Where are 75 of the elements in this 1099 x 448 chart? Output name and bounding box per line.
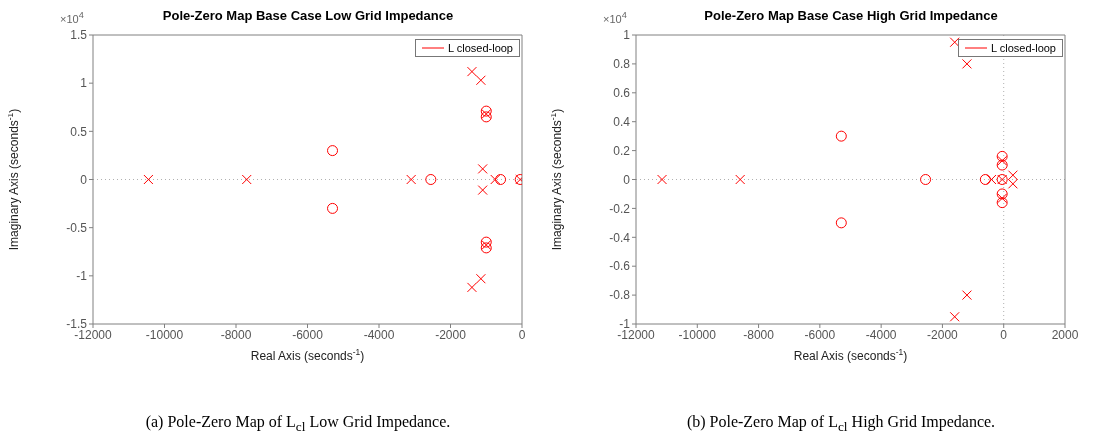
point — [466, 66, 477, 77]
x-tick-label: -10000 — [145, 327, 184, 342]
point — [949, 311, 960, 322]
point — [1007, 178, 1018, 189]
text: ×10$^{4}$ — [603, 10, 627, 25]
point — [406, 174, 417, 185]
point — [466, 282, 477, 293]
y-tick-label: -1 — [76, 269, 88, 284]
x-tick-label: -2000 — [435, 327, 467, 342]
point — [480, 111, 492, 123]
point — [961, 58, 972, 69]
y-tick-label: 0.6 — [613, 86, 631, 101]
point — [475, 273, 486, 284]
legend-label: L closed-loop — [447, 42, 513, 54]
chart-title: Pole-Zero Map Base Case Low Grid Impedance — [162, 8, 454, 23]
text: ×10$^{4}$ — [60, 10, 84, 25]
x-tick-label: 0 — [1000, 327, 1008, 342]
y-tick-label: 0.5 — [70, 124, 88, 139]
y-tick-label: -0.5 — [66, 220, 88, 235]
point — [1007, 170, 1018, 181]
y-tick-label: -0.4 — [609, 230, 631, 245]
point — [327, 202, 339, 214]
text: (b) Pole-Zero Map of L$_{cl}$ High Grid Impedance. — [685, 413, 997, 436]
point — [495, 174, 507, 185]
x-tick-label: -8000 — [743, 327, 775, 342]
y-tick-label: -0.2 — [609, 201, 631, 216]
point — [425, 174, 437, 185]
y-tick-label: 1 — [623, 28, 631, 43]
point — [920, 174, 932, 185]
legend-label: L closed-loop — [990, 42, 1056, 54]
y-tick-label: 0 — [80, 172, 88, 187]
y-tick-label: 0.4 — [613, 114, 631, 129]
point — [143, 174, 154, 185]
y-tick-label: 0.2 — [613, 143, 631, 158]
y-tick-label: 1 — [80, 76, 88, 91]
y-tick-label: 1.5 — [70, 28, 88, 43]
x-tick-label: -12000 — [617, 327, 655, 342]
point — [490, 174, 501, 185]
x-tick-label: -4000 — [363, 327, 395, 342]
y-tick-label: 0 — [623, 172, 631, 187]
point — [979, 174, 991, 185]
point — [996, 150, 1008, 162]
x-tick-label: 0 — [518, 327, 526, 342]
x-tick-label: -2000 — [927, 327, 959, 342]
y-tick-label: -0.8 — [609, 288, 631, 303]
point — [949, 37, 960, 48]
point — [241, 174, 252, 185]
x-tick-label: -6000 — [292, 327, 324, 342]
x-axis-title: Real Axis (seconds$^{-1}$) — [250, 347, 365, 363]
point — [996, 197, 1008, 209]
point — [480, 236, 492, 248]
point — [327, 145, 339, 157]
point — [961, 290, 972, 301]
x-tick-label: -12000 — [74, 327, 112, 342]
point — [997, 193, 1008, 204]
x-tick-label: -6000 — [804, 327, 836, 342]
x-tick-label: 2000 — [1051, 327, 1079, 342]
text: (a) Pole-Zero Map of L$_{cl}$ Low Grid Impedance. — [144, 413, 452, 436]
x-tick-label: -4000 — [865, 327, 897, 342]
point — [477, 163, 488, 174]
point — [735, 174, 746, 185]
x-tick-label: -10000 — [678, 327, 717, 342]
chart-title: Pole-Zero Map Base Case High Grid Impedance — [704, 8, 998, 23]
y-tick-label: -0.6 — [609, 259, 631, 274]
y-tick-label: 0.8 — [613, 57, 631, 72]
point — [657, 174, 668, 185]
point — [996, 159, 1008, 171]
point — [997, 155, 1008, 166]
point — [996, 188, 1008, 200]
point — [477, 185, 488, 196]
point — [475, 75, 486, 86]
point — [835, 130, 847, 142]
x-axis-title: Real Axis (seconds$^{-1}$) — [793, 347, 908, 363]
x-tick-label: -8000 — [220, 327, 252, 342]
point — [835, 217, 847, 229]
